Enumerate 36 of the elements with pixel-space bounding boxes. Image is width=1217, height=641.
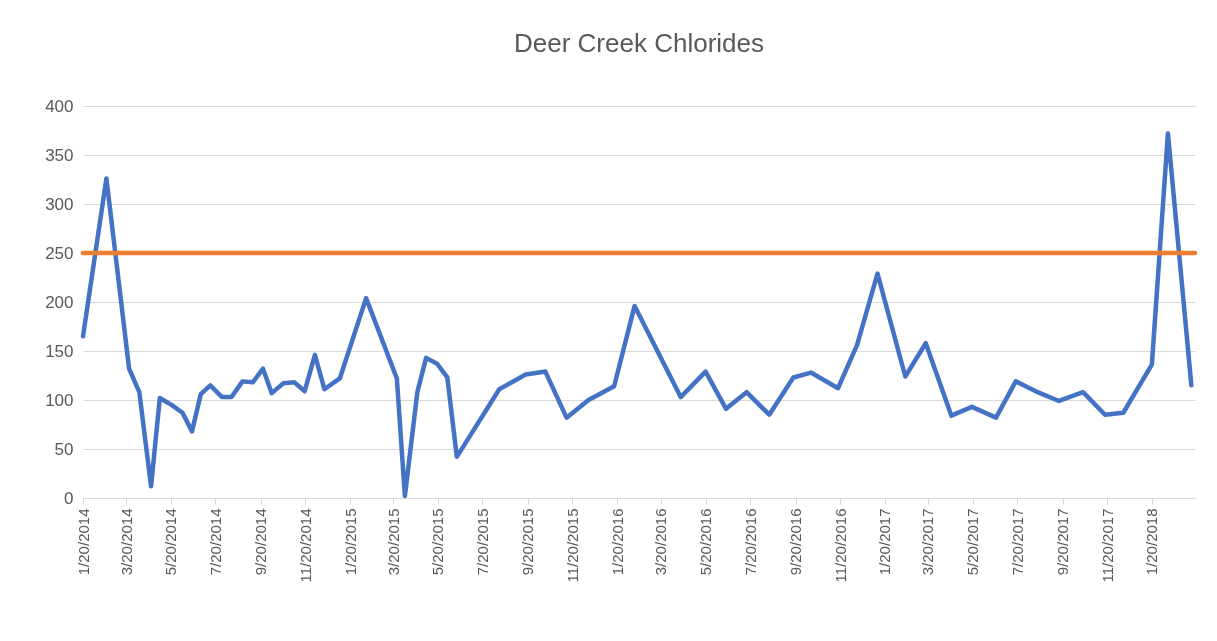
x-tick-label: 5/20/2017 bbox=[964, 508, 982, 576]
y-tick-label: 200 bbox=[45, 292, 74, 312]
x-tick-label: 5/20/2015 bbox=[429, 508, 447, 576]
x-tick-label: 3/20/2017 bbox=[919, 508, 937, 576]
y-tick-label: 150 bbox=[45, 341, 74, 361]
x-tick-label: 7/20/2015 bbox=[473, 508, 491, 576]
x-tick-label: 11/20/2016 bbox=[831, 508, 849, 583]
y-tick-label: 350 bbox=[45, 145, 74, 165]
y-tick-label: 100 bbox=[45, 390, 74, 410]
y-tick-label: 400 bbox=[45, 96, 74, 116]
x-tick-label: 1/20/2015 bbox=[341, 508, 359, 576]
x-tick-label: 1/20/2018 bbox=[1143, 508, 1161, 576]
y-tick-label: 300 bbox=[45, 194, 74, 214]
x-tick-label: 3/20/2015 bbox=[384, 508, 402, 576]
x-tick-label: 3/20/2014 bbox=[117, 508, 135, 576]
y-tick-label: 0 bbox=[64, 488, 74, 508]
x-tick-label: 3/20/2016 bbox=[652, 508, 670, 576]
x-tick-label: 7/20/2014 bbox=[206, 508, 224, 576]
x-tick-label: 11/20/2014 bbox=[296, 508, 314, 583]
y-tick-label: 250 bbox=[45, 243, 74, 263]
x-tick-label: 11/20/2015 bbox=[563, 508, 581, 583]
chart-title: Deer Creek Chlorides bbox=[514, 28, 764, 58]
x-tick-label: 9/20/2016 bbox=[787, 508, 805, 576]
x-tick-label: 1/20/2017 bbox=[876, 508, 894, 576]
x-tick-label: 1/20/2016 bbox=[608, 508, 626, 576]
x-tick-label: 11/20/2017 bbox=[1098, 508, 1116, 583]
x-tick-label: 1/20/2014 bbox=[74, 508, 92, 576]
y-tick-label: 50 bbox=[54, 439, 74, 459]
x-tick-label: 9/20/2015 bbox=[519, 508, 537, 576]
x-tick-label: 7/20/2017 bbox=[1008, 508, 1026, 576]
x-tick-label: 9/20/2014 bbox=[252, 508, 270, 576]
x-tick-label: 5/20/2016 bbox=[697, 508, 715, 576]
x-tick-label: 9/20/2017 bbox=[1054, 508, 1072, 576]
x-tick-label: 5/20/2014 bbox=[162, 508, 180, 576]
line-series bbox=[80, 131, 1194, 499]
x-tick-label: 7/20/2016 bbox=[741, 508, 759, 576]
